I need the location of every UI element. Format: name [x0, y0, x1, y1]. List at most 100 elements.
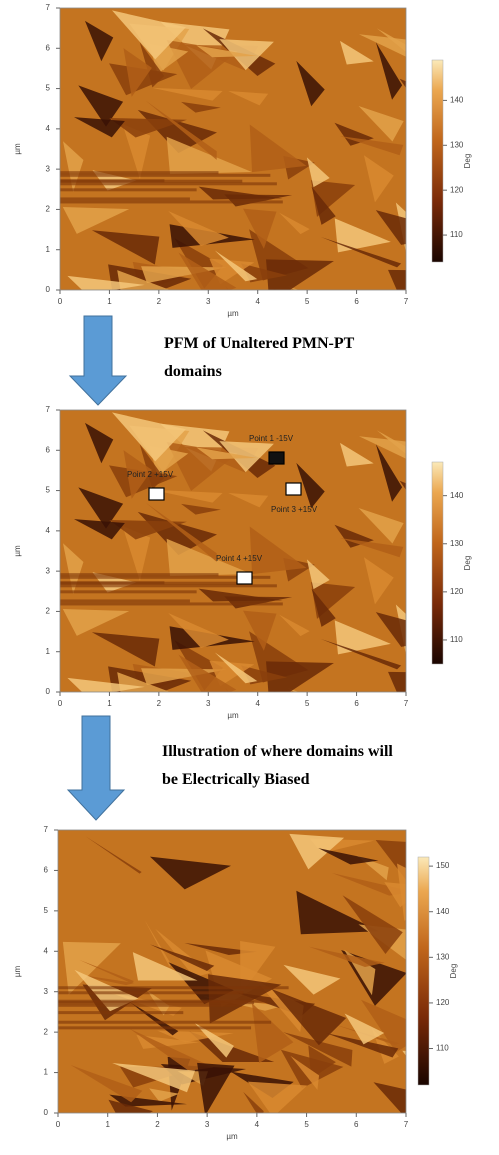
stripe [60, 599, 190, 602]
x-tick-label: 6 [354, 297, 359, 306]
arrow [68, 716, 124, 820]
y-tick-label: 5 [44, 906, 49, 915]
domain [388, 270, 468, 316]
domain [225, 687, 252, 733]
y-tick-label: 0 [46, 687, 51, 696]
colorbar-tick-label: 110 [450, 230, 463, 239]
colorbar-tick-label: 110 [450, 635, 463, 644]
stripe [60, 188, 197, 191]
x-tick-label: 3 [206, 699, 211, 708]
domain [274, 691, 359, 747]
y-tick-label: 6 [44, 866, 49, 875]
x-axis-label: µm [226, 1132, 238, 1141]
stripe [58, 1011, 183, 1014]
y-axis-label: µm [13, 143, 22, 155]
colorbar-tick-label: 140 [450, 96, 464, 105]
stripe [58, 991, 243, 994]
y-tick-label: 7 [46, 3, 51, 12]
y-tick-label: 7 [44, 825, 49, 834]
x-tick-label: 5 [305, 699, 310, 708]
x-tick-label: 0 [56, 1120, 61, 1129]
x-axis-label: µm [227, 711, 239, 720]
bias-point [237, 572, 252, 584]
arrow [70, 316, 126, 405]
x-tick-label: 3 [206, 297, 211, 306]
bias-point [286, 483, 301, 495]
y-tick-label: 2 [46, 205, 51, 214]
colorbar-tick-label: 130 [450, 140, 464, 149]
colorbar-tick-label: 120 [436, 998, 450, 1007]
y-tick-label: 3 [46, 566, 51, 575]
stripe [60, 590, 197, 593]
stripe [60, 180, 242, 183]
point-label: Point 2 +15V [127, 470, 174, 479]
point-label: Point 1 -15V [249, 434, 294, 443]
colorbar-tick-label: 120 [450, 185, 464, 194]
x-tick-label: 0 [58, 699, 63, 708]
domain [405, 1094, 437, 1146]
x-tick-label: 7 [404, 297, 409, 306]
stripe [60, 200, 283, 203]
figure: PFM of Unaltered PMN-PTdomains Illustrat… [0, 0, 499, 1150]
x-tick-label: 5 [304, 1120, 309, 1129]
domain [225, 285, 252, 331]
y-tick-label: 5 [46, 84, 51, 93]
y-axis-label: µm [13, 966, 22, 978]
domain [406, 512, 454, 572]
x-tick-label: 7 [404, 1120, 409, 1129]
y-tick-label: 6 [46, 43, 51, 52]
y-tick-label: 3 [46, 164, 51, 173]
stripe [60, 582, 242, 585]
domain [351, 1113, 429, 1145]
y-tick-label: 5 [46, 486, 51, 495]
y-tick-label: 1 [46, 647, 51, 656]
x-tick-label: 1 [105, 1120, 110, 1129]
stripe [58, 1000, 267, 1003]
x-tick-label: 3 [205, 1120, 210, 1129]
domain [388, 672, 468, 718]
y-tick-label: 4 [46, 526, 51, 535]
bias-point [149, 488, 164, 500]
x-axis-label: µm [227, 309, 239, 318]
colorbar-tick-label: 130 [450, 539, 464, 548]
y-tick-label: 6 [46, 445, 51, 454]
y-tick-label: 3 [44, 987, 49, 996]
pfm-image [60, 8, 468, 345]
y-tick-label: 1 [44, 1068, 49, 1077]
stripe [60, 573, 218, 576]
y-axis-label: µm [13, 545, 22, 557]
x-tick-label: 6 [354, 699, 359, 708]
colorbar-label: Deg [449, 964, 458, 979]
pfm-image [58, 830, 458, 1146]
stripe [58, 1004, 242, 1007]
colorbar-label: Deg [463, 556, 472, 571]
stripe [58, 1021, 271, 1024]
colorbar [432, 462, 443, 664]
colorbar-label: Deg [463, 154, 472, 169]
x-tick-label: 1 [107, 297, 112, 306]
y-tick-label: 4 [46, 124, 51, 133]
stripe [60, 174, 270, 177]
stripe [60, 171, 218, 174]
x-tick-label: 2 [157, 297, 162, 306]
y-tick-label: 2 [44, 1027, 49, 1036]
y-tick-label: 7 [46, 405, 51, 414]
domain [406, 110, 454, 170]
x-tick-label: 1 [107, 699, 112, 708]
y-tick-label: 2 [46, 607, 51, 616]
colorbar-tick-label: 140 [450, 491, 464, 500]
caption: PFM of Unaltered PMN-PTdomains [164, 335, 355, 380]
pfm-image [60, 410, 468, 747]
x-tick-label: 5 [305, 297, 310, 306]
colorbar-tick-label: 120 [450, 587, 464, 596]
x-tick-label: 2 [155, 1120, 160, 1129]
colorbar-tick-label: 110 [436, 1044, 449, 1053]
colorbar-tick-label: 130 [436, 952, 450, 961]
point-label: Point 3 +15V [271, 505, 318, 514]
point-label: Point 4 +15V [216, 554, 263, 563]
x-tick-label: 2 [157, 699, 162, 708]
stripe [60, 197, 190, 200]
colorbar [432, 60, 443, 262]
y-tick-label: 4 [44, 946, 49, 955]
